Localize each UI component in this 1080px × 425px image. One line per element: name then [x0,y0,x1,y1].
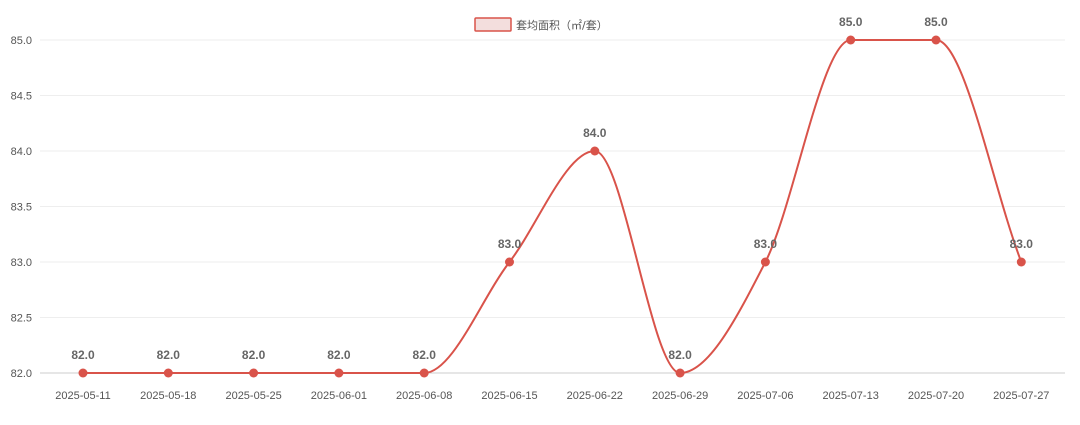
y-tick-label: 83.5 [11,202,32,214]
grid-lines [40,39,1065,374]
y-tick-label: 84.5 [11,91,32,103]
x-tick-label: 2025-06-15 [481,390,537,402]
data-point[interactable] [931,35,941,45]
data-point[interactable] [1016,257,1026,267]
data-label: 85.0 [839,15,863,29]
data-point[interactable] [334,368,344,378]
data-point[interactable] [846,35,856,45]
data-labels: 82.0 82.0 82.0 82.0 82.0 83.0 84.0 82.0 83.0 85.0… [71,15,1033,362]
x-tick-label: 2025-07-20 [908,390,964,402]
data-point[interactable] [419,368,429,378]
data-label: 82.0 [71,348,95,362]
data-point[interactable] [505,257,514,267]
data-label: 83.0 [754,237,778,251]
legend-swatch[interactable] [474,17,512,32]
data-label: 82.0 [327,348,351,362]
data-point[interactable] [760,257,770,267]
data-label: 82.0 [413,348,437,362]
y-tick-label: 82.0 [11,368,32,380]
x-tick-label: 2025-06-29 [652,390,708,402]
x-tick-label: 2025-06-22 [567,390,623,402]
legend-label[interactable]: 套均面积（㎡/套） [516,19,608,32]
legend[interactable]: 套均面积（㎡/套） [474,17,608,32]
data-point[interactable] [675,368,685,378]
x-tick-label: 2025-07-13 [823,390,879,402]
data-point[interactable] [590,146,600,156]
y-tick-label: 85.0 [11,35,32,47]
y-tick-label: 83.0 [11,257,32,269]
data-label: 84.0 [583,126,607,140]
x-tick-label: 2025-05-25 [225,390,281,402]
x-tick-label: 2025-06-01 [311,390,367,402]
data-point[interactable] [78,368,88,378]
data-point[interactable] [163,368,173,378]
data-label: 82.0 [668,348,692,362]
series-line [83,38,1023,375]
series-layer [78,35,1026,378]
y-tick-label: 82.5 [11,313,32,325]
data-label: 82.0 [157,348,181,362]
x-tick-label: 2025-05-11 [55,390,110,402]
data-point[interactable] [249,368,259,378]
x-tick-label: 2025-06-08 [396,390,452,402]
x-axis-ticks: 2025-05-11 2025-05-18 2025-05-25 2025-06-01… [55,390,1049,402]
data-label: 83.0 [498,237,522,251]
x-tick-label: 2025-07-27 [993,390,1049,402]
x-tick-label: 2025-05-18 [140,390,196,402]
x-tick-label: 2025-07-06 [737,390,793,402]
data-label: 85.0 [924,15,948,29]
data-label: 82.0 [242,348,266,362]
y-axis-ticks: 82.0 82.5 83.0 83.5 84.0 84.5 85.0 [11,35,32,380]
data-label: 83.0 [1010,237,1034,251]
y-tick-label: 84.0 [11,146,32,158]
